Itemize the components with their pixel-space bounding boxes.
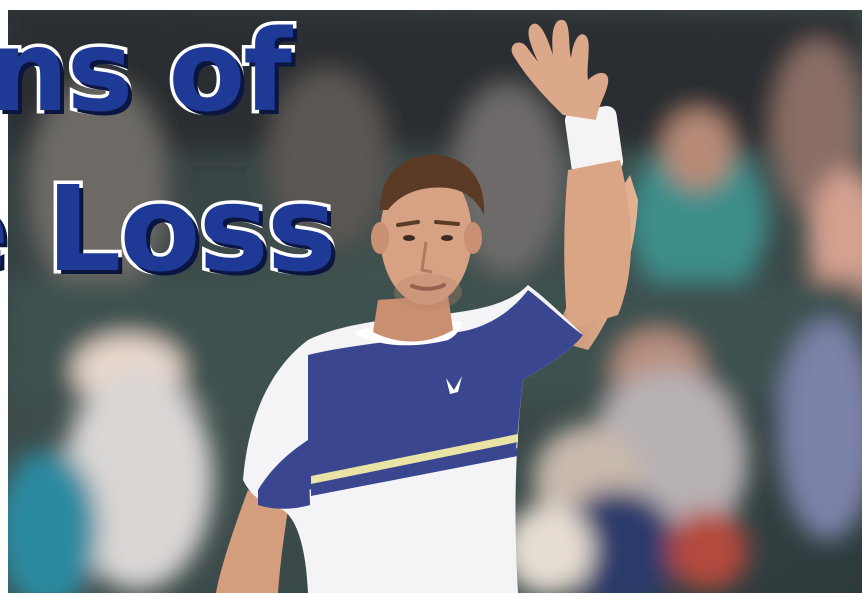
- headline-line-1: gns of: [0, 7, 296, 137]
- tennis-player: [216, 19, 638, 593]
- news-photo: [8, 10, 862, 593]
- headline-line-2: e Loss: [0, 160, 340, 298]
- tennis-player-photo: [8, 10, 862, 593]
- headline: gns of e Loss: [0, 0, 360, 300]
